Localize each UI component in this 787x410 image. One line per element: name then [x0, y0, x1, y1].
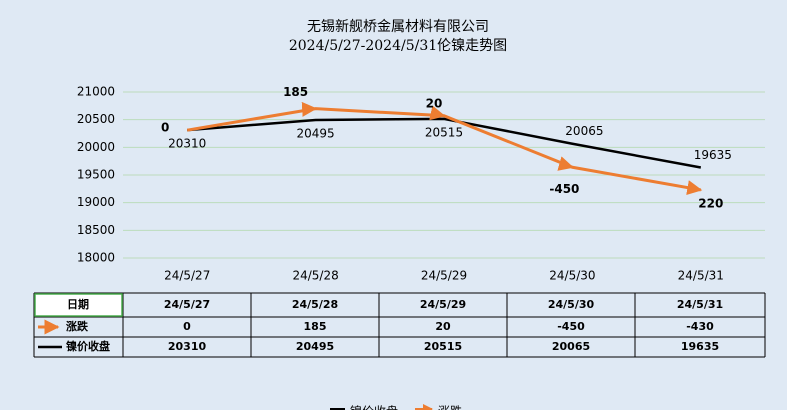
header-cell — [34, 293, 123, 317]
x-tick-label: 24/5/31 — [678, 269, 724, 283]
annotation: -450 — [549, 182, 579, 196]
table-header: 24/5/31 — [677, 298, 723, 311]
table-cell: 20 — [435, 320, 451, 333]
data-label: 20065 — [565, 124, 603, 138]
series-line — [186, 101, 703, 195]
table-cell: 19635 — [681, 340, 719, 353]
y-tick-label: 18500 — [77, 223, 115, 237]
table-header: 24/5/30 — [548, 298, 595, 311]
annotation: 220 — [698, 196, 723, 210]
y-tick-label: 18000 — [77, 251, 115, 265]
table-cell: 涨跌 — [66, 319, 89, 333]
chart-subtitle: 2024/5/27-2024/5/31伦镍走势图 — [289, 38, 507, 54]
y-tick-label: 20000 — [77, 140, 115, 154]
data-label: 20495 — [297, 126, 335, 140]
table-cell: 20065 — [552, 340, 590, 353]
chart-title: 无锡新舰桥金属材料有限公司 — [307, 19, 489, 35]
table-cell: 20310 — [168, 340, 207, 353]
table-cell: 185 — [304, 320, 327, 333]
x-tick-label: 24/5/30 — [549, 269, 595, 283]
x-tick-label: 24/5/27 — [164, 269, 210, 283]
y-tick-label: 21000 — [77, 85, 115, 99]
legend-label: 涨跌 — [438, 404, 462, 410]
table-header: 24/5/27 — [164, 298, 210, 311]
legend-label: 镍价收盘 — [350, 404, 398, 410]
x-tick-label: 24/5/28 — [292, 269, 338, 283]
annotation: 0 — [161, 121, 169, 135]
table-cell: -450 — [557, 320, 585, 333]
table-cell: 20495 — [296, 340, 334, 353]
table-header: 24/5/28 — [292, 298, 338, 311]
table-cell: -430 — [686, 320, 714, 333]
data-label: 20515 — [425, 125, 463, 139]
table-cell: 镍价收盘 — [66, 339, 110, 353]
x-tick-label: 24/5/29 — [421, 269, 467, 283]
table-cell: 20515 — [424, 340, 462, 353]
data-label: 20310 — [168, 137, 206, 151]
y-tick-label: 20500 — [77, 112, 115, 126]
y-tick-label: 19500 — [77, 168, 115, 182]
annotation: 20 — [426, 96, 443, 110]
table-cell: 0 — [183, 320, 191, 333]
data-label: 19635 — [694, 148, 732, 162]
y-tick-label: 19000 — [77, 195, 115, 209]
annotation: 185 — [283, 85, 308, 99]
table-header: 24/5/29 — [420, 298, 466, 311]
table-header: 日期 — [67, 297, 89, 311]
